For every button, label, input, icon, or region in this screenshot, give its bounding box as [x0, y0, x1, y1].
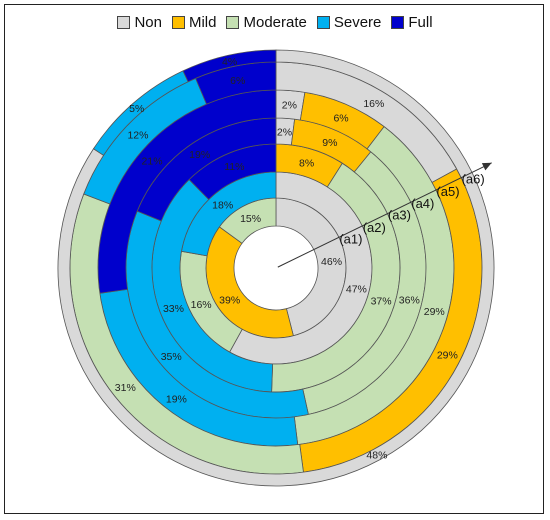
ring-6-label-severe: 12% — [127, 130, 148, 142]
ring-outer-label-severe: 5% — [129, 103, 144, 115]
ring-5-label-severe: 19% — [166, 393, 187, 405]
ring-2-label-moderate: 16% — [191, 299, 212, 311]
ring-label-a5: (a5) — [436, 184, 459, 199]
slice-labels: 46% 39% 15% 47% 16% 18% 8% 37% 33% 11% 2% 9% 36% 35% 1… — [115, 56, 458, 461]
ring-6-label-full: 6% — [230, 75, 245, 87]
ring-4-label-severe: 35% — [161, 351, 182, 363]
ring-axis: (a1)(a2)(a3)(a4)(a5)(a6) — [277, 162, 492, 268]
ring-5-label-non: 2% — [282, 100, 297, 112]
legend-item-non: Non — [117, 14, 162, 31]
ring-3-label-moderate: 37% — [371, 296, 392, 308]
legend-label-full: Full — [408, 14, 433, 31]
legend-label-moderate: Moderate — [243, 14, 307, 31]
ring-3-label-severe: 33% — [163, 303, 184, 315]
ring-2-label-severe: 18% — [212, 199, 233, 211]
ring-label-a2: (a2) — [363, 220, 386, 235]
legend-swatch-full — [391, 16, 405, 29]
ring-4-label-mild: 9% — [322, 137, 337, 149]
ring-1-label-mild: 39% — [219, 294, 240, 306]
legend-label-mild: Mild — [188, 14, 217, 31]
ring-5-label-moderate: 29% — [424, 306, 445, 318]
legend-item-severe: Severe — [316, 14, 382, 31]
donut-rings — [57, 49, 495, 487]
legend-swatch-mild — [171, 16, 185, 29]
ring-3-label-full: 11% — [224, 161, 244, 173]
ring-1-label-non: 46% — [321, 256, 342, 268]
ring-5-label-mild: 6% — [333, 112, 348, 124]
ring-5-label-full: 21% — [142, 156, 163, 168]
legend-label-non: Non — [134, 14, 162, 31]
ring-4-label-non: 2% — [277, 126, 292, 138]
chart-legend: Non Mild Moderate Severe Full — [0, 14, 550, 31]
ring-label-a6: (a6) — [462, 172, 485, 187]
ring-outer-label-full: 4% — [222, 56, 237, 68]
axis-arrow-head — [481, 162, 492, 171]
ring-label-a1: (a1) — [339, 231, 362, 246]
ring-outer-slice-full — [182, 49, 277, 83]
ring-label-a4: (a4) — [411, 196, 434, 211]
ring-6-label-moderate: 31% — [115, 382, 136, 394]
ring-4-label-moderate: 36% — [399, 295, 420, 307]
legend-item-full: Full — [391, 14, 433, 31]
ring-6-label-non: 16% — [363, 98, 384, 110]
ring-6-label-mild: 29% — [437, 350, 458, 362]
axis-arrow-line — [277, 162, 492, 268]
ring-label-a3: (a3) — [388, 208, 411, 223]
ring-4-label-full: 19% — [189, 149, 210, 161]
ring-1-label-moderate: 15% — [240, 213, 261, 225]
legend-swatch-severe — [316, 16, 330, 29]
legend-item-mild: Mild — [171, 14, 217, 31]
ring-3-label-mild: 8% — [299, 157, 314, 169]
legend-swatch-non — [117, 16, 131, 29]
legend-swatch-moderate — [226, 16, 240, 29]
ring-outer-label-non: 48% — [366, 449, 387, 461]
legend-label-severe: Severe — [333, 14, 382, 31]
legend-item-moderate: Moderate — [226, 14, 307, 31]
ring-2-label-non: 47% — [346, 284, 367, 296]
